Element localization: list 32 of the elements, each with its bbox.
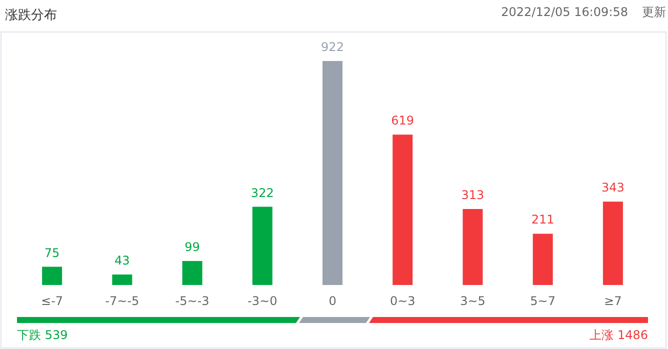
x-tick-label: 0 [328, 294, 336, 308]
x-tick-label: ≥7 [604, 294, 622, 308]
x-tick-label: -3~0 [248, 294, 278, 308]
data-label: 619 [391, 114, 414, 128]
text: 上涨 1486 [590, 328, 648, 342]
bar [42, 266, 62, 285]
data-label: 43 [114, 254, 130, 268]
x-tick-label: -7~-5 [105, 294, 140, 308]
bar [462, 208, 483, 285]
data-label: 922 [321, 40, 344, 54]
x-tick-label: ≤-7 [41, 294, 64, 308]
data-label: 99 [184, 240, 200, 254]
bar [112, 274, 132, 285]
x-tick-label: 5~7 [530, 294, 556, 308]
chart-title: 涨跌分布 [5, 8, 57, 23]
data-label: 75 [44, 246, 60, 260]
data-label: 211 [531, 212, 554, 227]
bar [182, 260, 202, 285]
bar [392, 134, 413, 285]
bar [602, 202, 623, 285]
data-label: 322 [250, 186, 274, 200]
text: 下跌 539 [17, 328, 68, 342]
bar [532, 234, 553, 285]
bar [252, 206, 272, 285]
x-tick-label: 0~3 [390, 294, 416, 308]
x-tick-label: -5~-3 [175, 294, 210, 308]
text: 更新 [642, 5, 666, 19]
text: 2022/12/05 16:09:58 [501, 5, 628, 19]
data-label: 313 [461, 188, 484, 202]
bar [322, 61, 342, 285]
x-tick-label: 3~5 [460, 294, 486, 308]
data-label: 343 [601, 180, 624, 195]
